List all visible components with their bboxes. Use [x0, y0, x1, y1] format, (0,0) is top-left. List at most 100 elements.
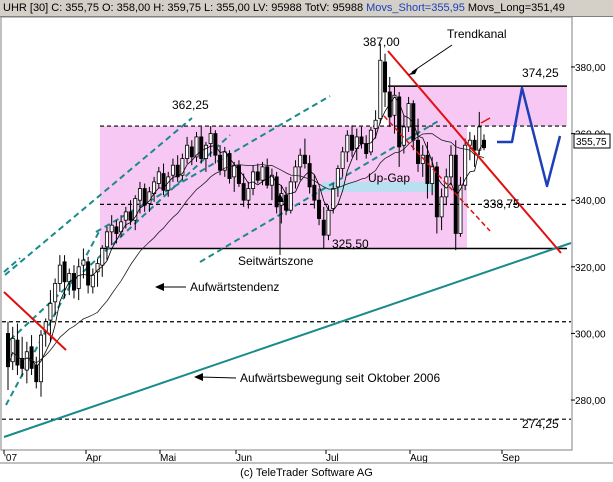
- candle-body: [392, 94, 397, 116]
- y-tick-label: 300,00: [575, 329, 606, 340]
- candle-body: [298, 154, 303, 168]
- candle-body: [232, 164, 237, 178]
- x-tick-label: Sep: [502, 453, 520, 464]
- candle-body: [20, 358, 25, 369]
- candle-body: [326, 209, 331, 236]
- candle-body: [213, 133, 218, 156]
- candle-body: [439, 196, 444, 218]
- candle-body: [71, 273, 76, 291]
- header-movs-short: Movs_Short=355,95: [366, 2, 465, 14]
- candle-body: [109, 224, 114, 233]
- candle-body: [90, 274, 95, 288]
- level-label-362: 362,25: [172, 98, 209, 112]
- level-label-374: 374,25: [522, 66, 559, 80]
- moving-average-short: [7, 96, 485, 368]
- header-close: C: 355,75: [51, 2, 99, 14]
- arrowhead-trendkanal: [408, 68, 418, 75]
- candle-body: [430, 166, 435, 184]
- candle-body: [383, 61, 388, 93]
- candle-body: [472, 139, 477, 151]
- level-label-274: 274,25: [522, 417, 559, 431]
- level-label-325: 325,50: [332, 237, 369, 251]
- candle-body: [236, 164, 241, 184]
- candle-body: [307, 163, 312, 188]
- candle-body: [34, 364, 39, 383]
- candle-body: [246, 188, 251, 201]
- candle-body: [331, 188, 336, 209]
- candle-body: [128, 211, 133, 221]
- moving-average-group: [7, 96, 485, 368]
- candle-body: [218, 154, 223, 171]
- candle-body: [293, 166, 298, 183]
- chart-header: UHR [30] C: 355,75 O: 358,00 H: 359,75 L: 35…: [0, 0, 613, 17]
- moving-average-long: [7, 133, 485, 367]
- candle-body: [434, 166, 439, 218]
- candle-body: [463, 144, 468, 186]
- header-open: O: 358,00: [101, 2, 151, 14]
- candle-body: [142, 188, 147, 206]
- x-tick-label: Jun: [236, 453, 252, 464]
- red-tick-mark: [480, 117, 491, 124]
- annotation-seitwaertszone: Seitwärtszone: [238, 254, 314, 268]
- candle-body: [53, 283, 58, 303]
- annotation-aufwaertsbewegung: Aufwärtsbewegung seit Oktober 2006: [240, 371, 440, 385]
- candle-body: [10, 338, 15, 363]
- candle-body: [86, 261, 91, 286]
- candle-body: [260, 166, 265, 181]
- candle-body: [345, 134, 350, 153]
- candle-body: [81, 259, 86, 266]
- header-totv: TotV: 95988: [304, 2, 364, 14]
- arrow-trendkanal: [411, 44, 453, 73]
- candle-body: [208, 133, 213, 144]
- candle-body: [251, 171, 256, 189]
- x-tick-label: Jul: [326, 453, 339, 464]
- arrow-aufwaertsbewegung: [199, 376, 237, 379]
- candle-body: [265, 166, 270, 186]
- channel-line: [9, 134, 231, 341]
- candle-body: [62, 261, 67, 283]
- candle-body: [123, 211, 128, 221]
- red-trendline-early: [3, 291, 67, 351]
- red-trendline-lower: [383, 115, 491, 232]
- y-tick-label: 380,00: [575, 63, 606, 74]
- candle-body: [29, 346, 34, 369]
- candle-body: [194, 136, 199, 158]
- header-movs-long: Movs_Long=351,49: [467, 2, 565, 14]
- candle-body: [185, 144, 190, 159]
- last-price-box: [573, 133, 611, 149]
- arrowhead-seitwaertszone: [276, 193, 284, 202]
- candle-body: [189, 146, 194, 158]
- footer-credit: (c) TeleTrader Software AG: [0, 464, 613, 482]
- candle-body: [133, 198, 138, 221]
- candle-body: [255, 171, 260, 181]
- candlestick-chart: 280,00300,00320,00340,00360,00380,00'07A…: [0, 16, 613, 464]
- candle-body: [321, 219, 326, 236]
- candle-body: [180, 158, 185, 176]
- header-high: H: 359,75: [153, 2, 201, 14]
- candle-body: [335, 168, 340, 188]
- last-price-label: 355,75: [576, 137, 607, 148]
- candle-body: [6, 333, 11, 368]
- y-tick-label: 280,00: [575, 396, 606, 407]
- candle-body: [15, 339, 20, 366]
- x-tick-label: Mai: [160, 453, 176, 464]
- candle-body: [302, 154, 307, 164]
- candle-body: [406, 103, 411, 128]
- candle-body: [269, 174, 274, 186]
- candle-body: [354, 136, 359, 149]
- y-tick-label: 340,00: [575, 196, 606, 207]
- candle-body: [199, 136, 204, 159]
- channel-line: [3, 257, 21, 273]
- level-label-338: 338,75: [483, 197, 520, 211]
- header-instrument: UHR [30]: [3, 2, 49, 14]
- candle-body: [48, 303, 53, 321]
- candle-body: [340, 151, 345, 169]
- candle-body: [378, 59, 383, 119]
- red-trendlines-group: [3, 44, 562, 381]
- candle-body: [137, 188, 142, 201]
- y-tick-label: 320,00: [575, 263, 606, 274]
- candle-body: [114, 226, 119, 234]
- header-low: L: 355,00: [203, 2, 250, 14]
- up-gap-fill: [322, 181, 438, 192]
- candle-body: [95, 263, 100, 273]
